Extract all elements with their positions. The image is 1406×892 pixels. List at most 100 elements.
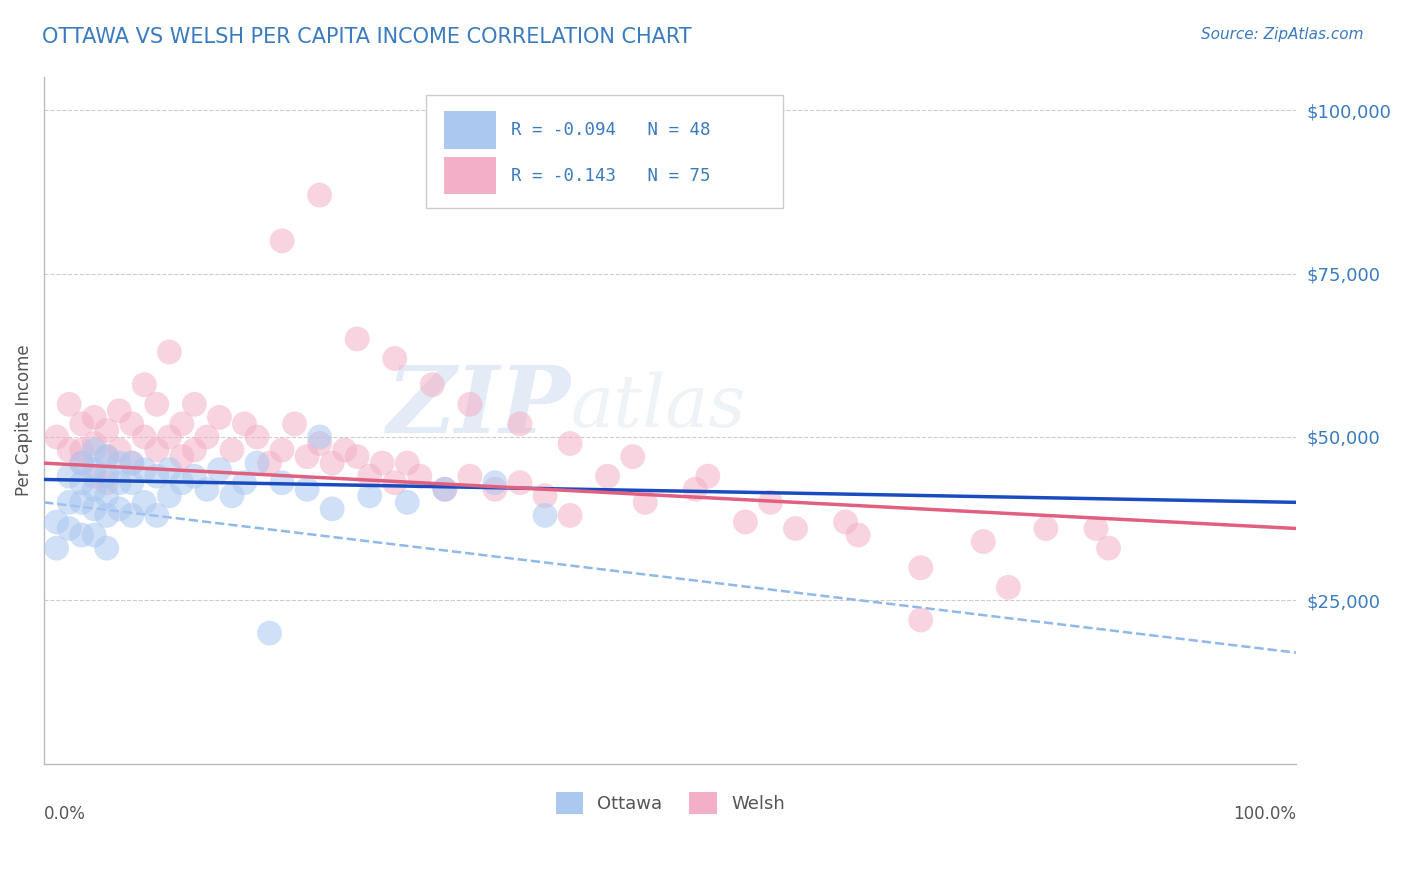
Point bbox=[997, 580, 1019, 594]
Point bbox=[58, 443, 80, 458]
Legend: Ottawa, Welsh: Ottawa, Welsh bbox=[547, 783, 794, 823]
Point bbox=[1035, 521, 1057, 535]
Point bbox=[170, 475, 193, 490]
Point bbox=[308, 430, 330, 444]
Point bbox=[208, 463, 231, 477]
Point bbox=[157, 430, 180, 444]
Point bbox=[121, 456, 143, 470]
Point bbox=[295, 450, 318, 464]
Point bbox=[45, 430, 67, 444]
Point bbox=[96, 508, 118, 523]
Point bbox=[134, 463, 156, 477]
Point bbox=[396, 495, 419, 509]
Point bbox=[259, 626, 281, 640]
Point bbox=[359, 489, 381, 503]
Point bbox=[96, 541, 118, 555]
Point bbox=[359, 469, 381, 483]
Point bbox=[70, 475, 93, 490]
Point bbox=[108, 443, 131, 458]
Point bbox=[321, 456, 343, 470]
Y-axis label: Per Capita Income: Per Capita Income bbox=[15, 345, 32, 497]
Point bbox=[83, 528, 105, 542]
Point bbox=[558, 436, 581, 450]
Point bbox=[183, 443, 205, 458]
Point bbox=[484, 483, 506, 497]
Point bbox=[534, 489, 557, 503]
Point bbox=[221, 443, 243, 458]
Point bbox=[221, 489, 243, 503]
Point bbox=[246, 430, 269, 444]
Point bbox=[134, 495, 156, 509]
Point bbox=[759, 495, 782, 509]
Point bbox=[83, 501, 105, 516]
Point bbox=[308, 436, 330, 450]
Point bbox=[170, 417, 193, 431]
FancyBboxPatch shape bbox=[426, 95, 783, 208]
Point bbox=[96, 450, 118, 464]
Point bbox=[321, 501, 343, 516]
Point bbox=[271, 234, 294, 248]
Point bbox=[70, 443, 93, 458]
Point bbox=[384, 351, 406, 366]
Point bbox=[70, 528, 93, 542]
Point bbox=[534, 508, 557, 523]
FancyBboxPatch shape bbox=[443, 112, 496, 149]
Point bbox=[58, 521, 80, 535]
Point bbox=[634, 495, 657, 509]
Point bbox=[346, 450, 368, 464]
Point bbox=[58, 469, 80, 483]
Point bbox=[183, 397, 205, 411]
Point bbox=[785, 521, 807, 535]
Point bbox=[108, 475, 131, 490]
Point bbox=[134, 377, 156, 392]
Point bbox=[246, 456, 269, 470]
Point bbox=[96, 424, 118, 438]
Point bbox=[96, 469, 118, 483]
Point bbox=[83, 463, 105, 477]
Point bbox=[157, 345, 180, 359]
Point bbox=[170, 450, 193, 464]
FancyBboxPatch shape bbox=[443, 157, 496, 194]
Point bbox=[83, 436, 105, 450]
Point bbox=[420, 377, 443, 392]
Point bbox=[121, 508, 143, 523]
Point bbox=[846, 528, 869, 542]
Point bbox=[233, 475, 256, 490]
Point bbox=[70, 456, 93, 470]
Text: Source: ZipAtlas.com: Source: ZipAtlas.com bbox=[1201, 27, 1364, 42]
Point bbox=[108, 404, 131, 418]
Point bbox=[157, 463, 180, 477]
Point bbox=[58, 397, 80, 411]
Point bbox=[45, 515, 67, 529]
Point bbox=[271, 475, 294, 490]
Text: R = -0.094   N = 48: R = -0.094 N = 48 bbox=[512, 121, 710, 139]
Point bbox=[558, 508, 581, 523]
Point bbox=[183, 469, 205, 483]
Point bbox=[295, 483, 318, 497]
Point bbox=[157, 489, 180, 503]
Point bbox=[146, 443, 169, 458]
Point bbox=[1085, 521, 1108, 535]
Point bbox=[1097, 541, 1119, 555]
Point bbox=[70, 456, 93, 470]
Point bbox=[685, 483, 707, 497]
Point bbox=[509, 475, 531, 490]
Point bbox=[70, 495, 93, 509]
Point bbox=[83, 410, 105, 425]
Point bbox=[972, 534, 994, 549]
Point bbox=[621, 450, 644, 464]
Point bbox=[96, 489, 118, 503]
Point bbox=[70, 417, 93, 431]
Point bbox=[396, 456, 419, 470]
Point bbox=[83, 443, 105, 458]
Point bbox=[83, 469, 105, 483]
Point bbox=[208, 410, 231, 425]
Point bbox=[108, 456, 131, 470]
Point bbox=[734, 515, 756, 529]
Point bbox=[271, 443, 294, 458]
Point bbox=[458, 397, 481, 411]
Point bbox=[121, 456, 143, 470]
Point bbox=[146, 508, 169, 523]
Point bbox=[596, 469, 619, 483]
Text: 0.0%: 0.0% bbox=[44, 805, 86, 823]
